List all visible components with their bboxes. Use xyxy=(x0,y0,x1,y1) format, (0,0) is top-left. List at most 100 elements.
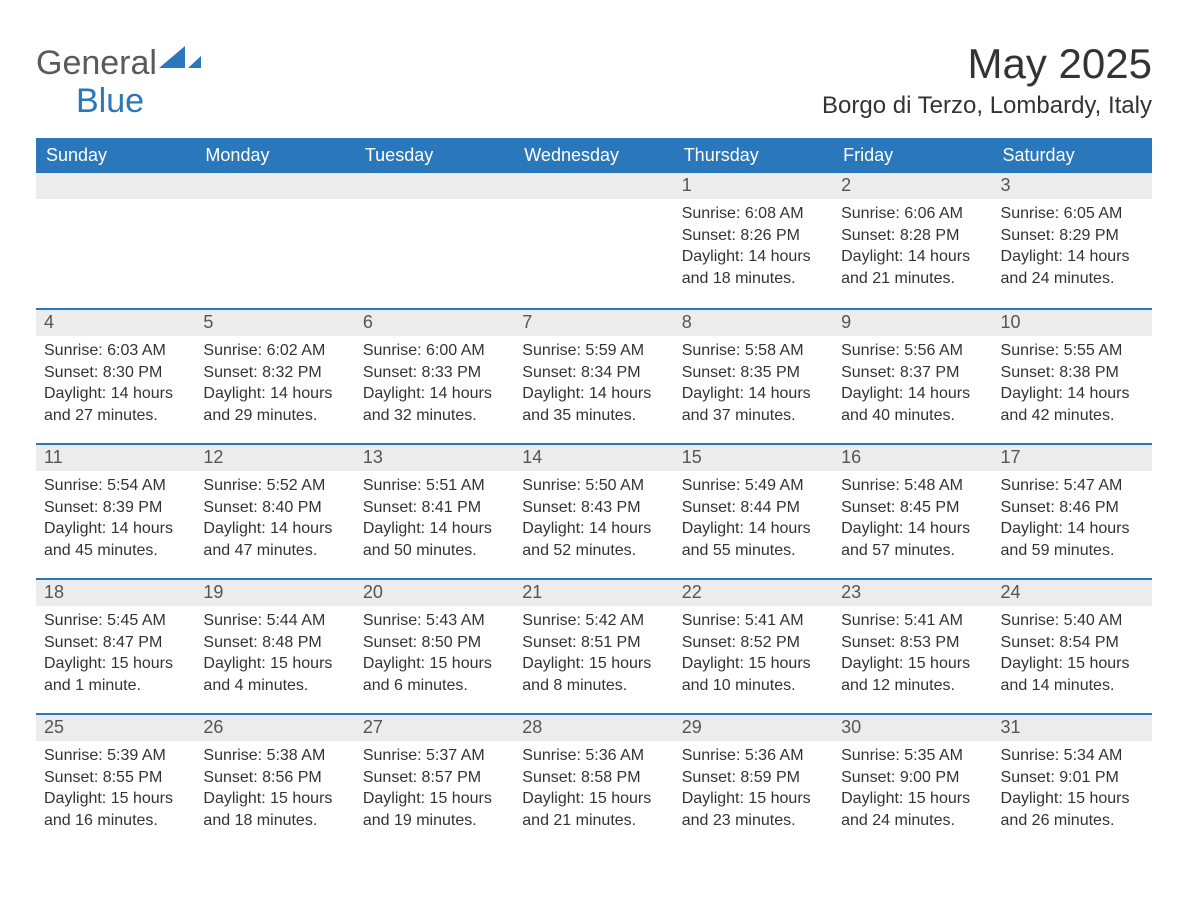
calendar-cell: 16Sunrise: 5:48 AMSunset: 8:45 PMDayligh… xyxy=(833,443,992,578)
sunrise-line: Sunrise: 6:06 AM xyxy=(841,203,984,225)
sunrise-line: Sunrise: 5:43 AM xyxy=(363,610,506,632)
sunrise-line: Sunrise: 5:50 AM xyxy=(522,475,665,497)
day-number: 15 xyxy=(674,443,833,471)
daylight-line: Daylight: 15 hours and 16 minutes. xyxy=(44,788,187,831)
sunrise-value: 5:36 AM xyxy=(745,747,804,764)
sunset-line: Sunset: 8:29 PM xyxy=(1001,225,1144,247)
logo-flag-icon xyxy=(159,46,201,77)
sunset-label: Sunset: xyxy=(841,227,900,244)
sunset-value: 8:55 PM xyxy=(103,769,163,786)
daylight-line: Daylight: 14 hours and 50 minutes. xyxy=(363,518,506,561)
sunrise-value: 6:05 AM xyxy=(1064,205,1123,222)
day-content: Sunrise: 5:55 AMSunset: 8:38 PMDaylight:… xyxy=(993,336,1152,430)
day-number: 7 xyxy=(514,308,673,336)
sunrise-line: Sunrise: 5:47 AM xyxy=(1001,475,1144,497)
daylight-label: Daylight: xyxy=(363,790,430,807)
sunrise-value: 5:47 AM xyxy=(1064,477,1123,494)
sunrise-label: Sunrise: xyxy=(363,612,426,629)
calendar-row: 1Sunrise: 6:08 AMSunset: 8:26 PMDaylight… xyxy=(36,173,1152,308)
sunrise-label: Sunrise: xyxy=(682,205,745,222)
sunrise-value: 5:37 AM xyxy=(426,747,485,764)
daylight-line: Daylight: 14 hours and 24 minutes. xyxy=(1001,246,1144,289)
day-content: Sunrise: 6:00 AMSunset: 8:33 PMDaylight:… xyxy=(355,336,514,430)
sunrise-label: Sunrise: xyxy=(522,342,585,359)
sunrise-value: 5:40 AM xyxy=(1064,612,1123,629)
sunrise-label: Sunrise: xyxy=(522,747,585,764)
sunset-value: 8:52 PM xyxy=(740,634,800,651)
sunset-line: Sunset: 8:35 PM xyxy=(682,362,825,384)
sunrise-value: 6:06 AM xyxy=(904,205,963,222)
daylight-label: Daylight: xyxy=(44,655,111,672)
calendar-cell: 9Sunrise: 5:56 AMSunset: 8:37 PMDaylight… xyxy=(833,308,992,443)
sunrise-line: Sunrise: 6:00 AM xyxy=(363,340,506,362)
daylight-line: Daylight: 14 hours and 57 minutes. xyxy=(841,518,984,561)
sunset-line: Sunset: 8:55 PM xyxy=(44,767,187,789)
day-number: 6 xyxy=(355,308,514,336)
daylight-line: Daylight: 15 hours and 8 minutes. xyxy=(522,653,665,696)
sunrise-label: Sunrise: xyxy=(44,477,107,494)
sunset-label: Sunset: xyxy=(363,634,422,651)
sunset-line: Sunset: 8:30 PM xyxy=(44,362,187,384)
sunset-value: 8:28 PM xyxy=(900,227,960,244)
weekday-header: Tuesday xyxy=(355,138,514,173)
sunset-value: 8:53 PM xyxy=(900,634,960,651)
calendar-row: 18Sunrise: 5:45 AMSunset: 8:47 PMDayligh… xyxy=(36,578,1152,713)
day-number: 13 xyxy=(355,443,514,471)
calendar-body: 1Sunrise: 6:08 AMSunset: 8:26 PMDaylight… xyxy=(36,173,1152,848)
daylight-line: Daylight: 15 hours and 21 minutes. xyxy=(522,788,665,831)
daylight-label: Daylight: xyxy=(363,385,430,402)
sunset-line: Sunset: 8:51 PM xyxy=(522,632,665,654)
daylight-line: Daylight: 14 hours and 27 minutes. xyxy=(44,383,187,426)
sunset-value: 8:47 PM xyxy=(103,634,163,651)
sunset-value: 8:44 PM xyxy=(740,499,800,516)
day-number: 28 xyxy=(514,713,673,741)
calendar-cell: 17Sunrise: 5:47 AMSunset: 8:46 PMDayligh… xyxy=(993,443,1152,578)
day-content: Sunrise: 5:41 AMSunset: 8:52 PMDaylight:… xyxy=(674,606,833,700)
sunset-value: 8:37 PM xyxy=(900,364,960,381)
sunset-line: Sunset: 8:39 PM xyxy=(44,497,187,519)
day-content: Sunrise: 6:06 AMSunset: 8:28 PMDaylight:… xyxy=(833,199,992,293)
calendar-cell-empty xyxy=(195,173,354,308)
daylight-label: Daylight: xyxy=(682,790,749,807)
sunset-label: Sunset: xyxy=(1001,364,1060,381)
calendar-row: 4Sunrise: 6:03 AMSunset: 8:30 PMDaylight… xyxy=(36,308,1152,443)
day-content: Sunrise: 5:34 AMSunset: 9:01 PMDaylight:… xyxy=(993,741,1152,835)
sunset-label: Sunset: xyxy=(44,499,103,516)
day-number: 12 xyxy=(195,443,354,471)
calendar-cell: 27Sunrise: 5:37 AMSunset: 8:57 PMDayligh… xyxy=(355,713,514,848)
daylight-label: Daylight: xyxy=(44,520,111,537)
sunset-value: 8:33 PM xyxy=(422,364,482,381)
daylight-line: Daylight: 14 hours and 18 minutes. xyxy=(682,246,825,289)
weekday-row: SundayMondayTuesdayWednesdayThursdayFrid… xyxy=(36,138,1152,173)
sunset-label: Sunset: xyxy=(682,364,741,381)
day-content: Sunrise: 6:05 AMSunset: 8:29 PMDaylight:… xyxy=(993,199,1152,293)
day-content: Sunrise: 5:35 AMSunset: 9:00 PMDaylight:… xyxy=(833,741,992,835)
sunrise-value: 5:54 AM xyxy=(107,477,166,494)
weekday-header: Friday xyxy=(833,138,992,173)
day-number: 22 xyxy=(674,578,833,606)
sunrise-value: 5:58 AM xyxy=(745,342,804,359)
day-number: 25 xyxy=(36,713,195,741)
calendar-cell: 3Sunrise: 6:05 AMSunset: 8:29 PMDaylight… xyxy=(993,173,1152,308)
daylight-line: Daylight: 15 hours and 24 minutes. xyxy=(841,788,984,831)
sunset-label: Sunset: xyxy=(44,634,103,651)
sunset-value: 8:48 PM xyxy=(262,634,322,651)
sunrise-label: Sunrise: xyxy=(841,342,904,359)
daylight-label: Daylight: xyxy=(363,520,430,537)
sunset-label: Sunset: xyxy=(841,634,900,651)
calendar-cell: 15Sunrise: 5:49 AMSunset: 8:44 PMDayligh… xyxy=(674,443,833,578)
sunrise-value: 5:50 AM xyxy=(585,477,644,494)
daynum-bar-empty xyxy=(514,173,673,199)
daynum-bar-empty xyxy=(355,173,514,199)
day-number: 14 xyxy=(514,443,673,471)
day-content: Sunrise: 5:49 AMSunset: 8:44 PMDaylight:… xyxy=(674,471,833,565)
sunset-value: 8:51 PM xyxy=(581,634,641,651)
sunrise-value: 5:51 AM xyxy=(426,477,485,494)
day-content: Sunrise: 5:45 AMSunset: 8:47 PMDaylight:… xyxy=(36,606,195,700)
daylight-line: Daylight: 15 hours and 14 minutes. xyxy=(1001,653,1144,696)
sunset-line: Sunset: 8:58 PM xyxy=(522,767,665,789)
day-number: 11 xyxy=(36,443,195,471)
sunrise-line: Sunrise: 5:41 AM xyxy=(841,610,984,632)
calendar-cell: 22Sunrise: 5:41 AMSunset: 8:52 PMDayligh… xyxy=(674,578,833,713)
sunset-value: 8:38 PM xyxy=(1059,364,1119,381)
